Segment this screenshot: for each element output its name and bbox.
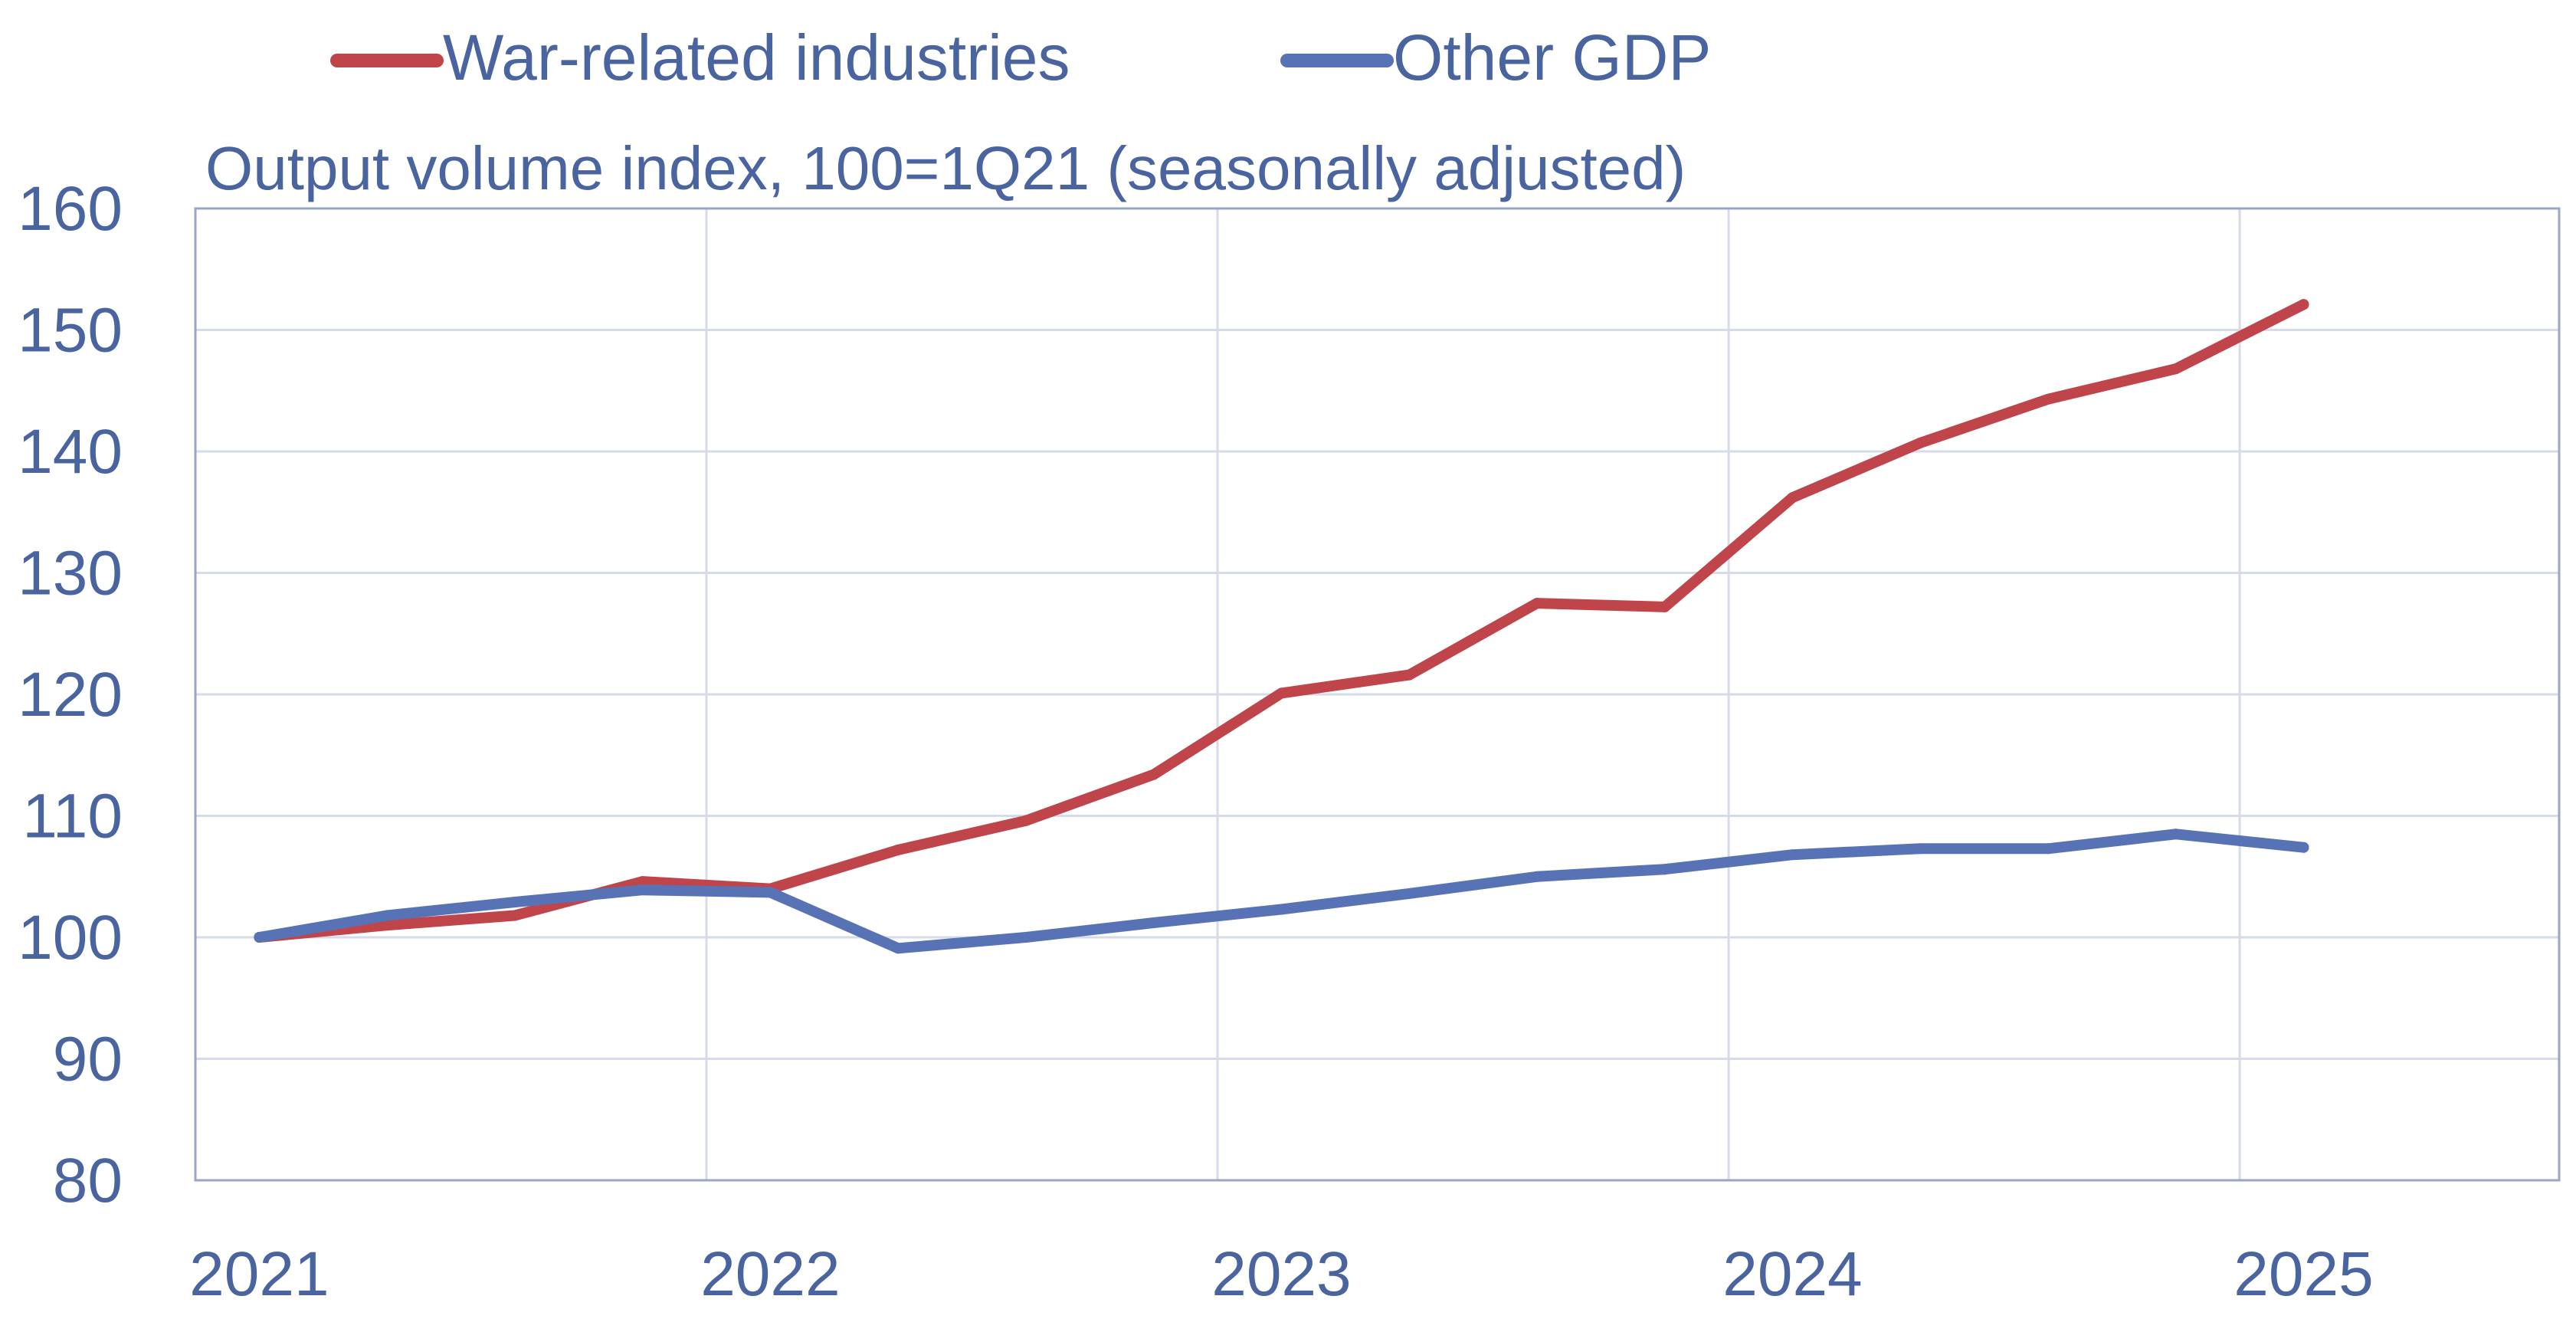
data-point-other-gdp (2042, 843, 2053, 855)
y-tick-label: 80 (53, 1146, 123, 1216)
data-point-other-gdp (2170, 828, 2181, 840)
data-point-other-gdp (382, 910, 393, 921)
data-point-war-related-industries (893, 844, 904, 855)
data-point-war-related-industries (1531, 598, 1542, 609)
y-gridlines (195, 329, 2559, 1060)
y-axis: 80 90 100 110 120 130 140 150 160 (18, 174, 123, 1216)
data-point-war-related-industries (382, 920, 393, 931)
data-point-other-gdp (1276, 904, 1287, 915)
y-tick-label: 110 (22, 782, 123, 851)
data-point-war-related-industries (1659, 601, 1670, 612)
y-tick-label: 130 (18, 539, 123, 609)
data-point-other-gdp (2298, 842, 2309, 853)
data-point-other-gdp (1404, 888, 1415, 899)
data-point-other-gdp (765, 887, 776, 898)
x-tick-label: 2025 (2234, 1239, 2373, 1309)
data-point-other-gdp (1020, 932, 1031, 943)
data-point-other-gdp (1659, 864, 1670, 875)
legend-label-other-gdp: Other GDP (1393, 21, 1711, 94)
data-point-other-gdp (1787, 849, 1798, 861)
data-point-war-related-industries (2042, 393, 2053, 405)
data-point-other-gdp (1531, 871, 1542, 882)
data-point-other-gdp (509, 897, 520, 908)
chart-subtitle: Output volume index, 100=1Q21 (seasonall… (205, 134, 1686, 202)
data-point-war-related-industries (1915, 437, 1926, 448)
y-tick-label: 90 (53, 1025, 123, 1094)
data-point-war-related-industries (1020, 815, 1031, 826)
x-axis: 2021 2022 2023 2024 2025 (189, 1239, 2374, 1309)
series-line-other-gdp (254, 828, 2309, 954)
data-point-war-related-industries (2170, 363, 2181, 375)
data-point-other-gdp (893, 943, 904, 954)
data-point-war-related-industries (2298, 299, 2309, 310)
y-tick-label: 160 (18, 174, 123, 244)
y-tick-label: 140 (18, 417, 123, 487)
data-point-other-gdp (1915, 843, 1926, 855)
legend-label-war-related: War-related industries (443, 21, 1070, 94)
plot-area-frame (194, 207, 2561, 1182)
x-tick-label: 2021 (189, 1239, 329, 1309)
data-point-other-gdp (1148, 917, 1159, 928)
x-gridlines (705, 208, 2241, 1180)
data-point-war-related-industries (1404, 669, 1415, 681)
x-tick-label: 2024 (1722, 1239, 1862, 1309)
data-point-other-gdp (254, 932, 265, 943)
data-point-war-related-industries (1787, 492, 1798, 504)
data-point-war-related-industries (1276, 687, 1287, 699)
data-point-war-related-industries (1148, 769, 1159, 780)
x-tick-label: 2023 (1211, 1239, 1351, 1309)
series-line-war-related-industries (254, 299, 2309, 943)
y-tick-label: 100 (18, 903, 123, 973)
y-tick-label: 120 (18, 660, 123, 730)
x-tick-label: 2022 (700, 1239, 840, 1309)
y-tick-label: 150 (18, 296, 123, 366)
series (254, 299, 2309, 954)
data-point-war-related-industries (637, 876, 648, 888)
legend: War-related industries Other GDP (330, 21, 1711, 94)
data-point-other-gdp (637, 884, 648, 896)
data-point-war-related-industries (509, 910, 520, 921)
